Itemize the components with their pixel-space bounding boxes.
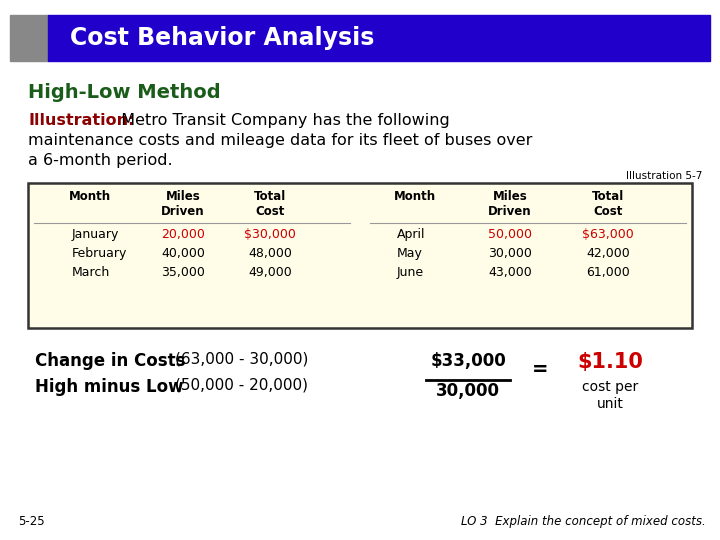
Text: $33,000: $33,000	[430, 352, 506, 370]
Text: March: March	[72, 266, 110, 279]
Bar	[10, 15, 48, 61]
Text: 50,000: 50,000	[488, 228, 532, 241]
Text: maintenance costs and mileage data for its fleet of buses over: maintenance costs and mileage data for i…	[28, 133, 532, 148]
Text: 40,000: 40,000	[161, 247, 205, 260]
Text: Metro Transit Company has the following: Metro Transit Company has the following	[111, 113, 450, 128]
Text: 30,000: 30,000	[436, 382, 500, 400]
Text: April: April	[397, 228, 426, 241]
Text: $30,000: $30,000	[244, 228, 296, 241]
Text: (63,000 - 30,000): (63,000 - 30,000)	[175, 352, 308, 367]
Text: Cost Behavior Analysis: Cost Behavior Analysis	[70, 26, 374, 50]
Text: 35,000: 35,000	[161, 266, 205, 279]
Text: =: =	[532, 360, 548, 379]
Text: Illustration 5-7: Illustration 5-7	[626, 171, 702, 181]
Text: cost per
unit: cost per unit	[582, 380, 638, 411]
Text: Miles
Driven: Miles Driven	[488, 190, 532, 218]
Text: Total
Cost: Total Cost	[592, 190, 624, 218]
Text: February: February	[72, 247, 127, 260]
Text: May: May	[397, 247, 423, 260]
Text: High minus Low: High minus Low	[35, 378, 184, 396]
Text: 42,000: 42,000	[586, 247, 630, 260]
Text: High-Low Method: High-Low Method	[28, 83, 220, 102]
Text: LO 3  Explain the concept of mixed costs.: LO 3 Explain the concept of mixed costs.	[462, 515, 706, 528]
Text: 43,000: 43,000	[488, 266, 532, 279]
Text: (50,000 - 20,000): (50,000 - 20,000)	[175, 378, 308, 393]
Text: 5-25: 5-25	[18, 515, 45, 528]
Text: Total
Cost: Total Cost	[254, 190, 286, 218]
Text: 49,000: 49,000	[248, 266, 292, 279]
Bar	[48, 15, 710, 61]
Bar	[28, 183, 692, 328]
Text: Miles
Driven: Miles Driven	[161, 190, 204, 218]
Text: 61,000: 61,000	[586, 266, 630, 279]
Text: $63,000: $63,000	[582, 228, 634, 241]
Text: Illustration:: Illustration:	[28, 113, 135, 128]
Text: June: June	[397, 266, 424, 279]
Text: Change in Costs: Change in Costs	[35, 352, 186, 370]
Text: January: January	[72, 228, 120, 241]
Text: a 6-month period.: a 6-month period.	[28, 153, 173, 168]
Text: 20,000: 20,000	[161, 228, 205, 241]
Bar	[28, 183, 692, 328]
Text: Month: Month	[394, 190, 436, 203]
Text: 48,000: 48,000	[248, 247, 292, 260]
Text: $1.10: $1.10	[577, 352, 643, 372]
Text: Month: Month	[69, 190, 111, 203]
Text: 30,000: 30,000	[488, 247, 532, 260]
